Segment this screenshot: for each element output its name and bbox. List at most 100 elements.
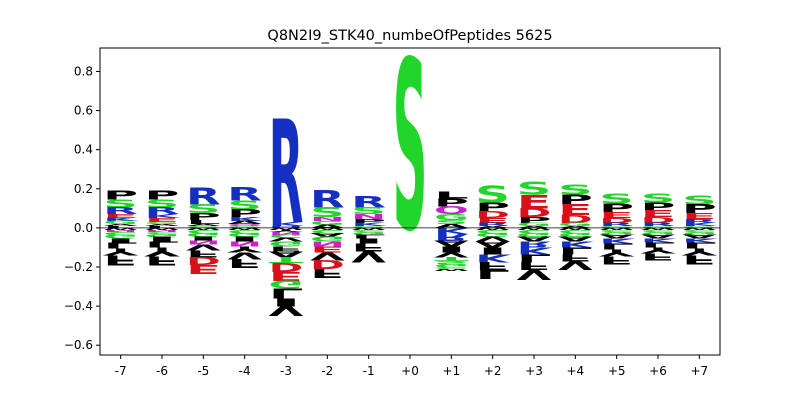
logo-letter-k: K: [434, 226, 471, 235]
x-tick-label: -5: [197, 364, 209, 378]
logo-letter-s: S: [475, 182, 510, 209]
logo-letter-glyph: V: [269, 303, 304, 319]
logo-letter-glyph: I: [269, 296, 304, 308]
logo-letter-glyph: N: [145, 229, 180, 232]
logo-letter-n: N: [186, 239, 221, 245]
logo-letter-r: R: [186, 184, 221, 211]
logo-letter-glyph: E: [145, 217, 180, 223]
logo-letter-glyph: W: [599, 227, 634, 230]
logo-letter-glyph: G: [682, 231, 717, 236]
logo-letter-g: G: [145, 233, 180, 238]
logo-letter-glyph: L: [475, 267, 510, 281]
x-tick-label: -7: [115, 364, 127, 378]
logo-letter-glyph: W: [475, 227, 510, 230]
logo-letter-l: L: [351, 233, 386, 239]
logo-letter-a: A: [682, 233, 718, 239]
logo-letter-r: R: [310, 186, 345, 214]
logo-letter-s: S: [351, 206, 386, 217]
logo-letter-glyph: S: [641, 191, 676, 205]
logo-letter-glyph: S: [558, 182, 593, 198]
logo-letter-glyph: F: [269, 245, 304, 253]
logo-letter-p: P: [641, 201, 676, 213]
logo-letter-g: G: [103, 220, 138, 225]
logo-letter-glyph: L: [145, 240, 180, 249]
logo-letter-glyph: F: [186, 248, 221, 259]
logo-letter-a: A: [310, 224, 346, 229]
logo-letter-glyph: I: [434, 245, 469, 254]
logo-letter-glyph: L: [351, 233, 386, 239]
logo-letter-glyph: G: [641, 231, 676, 236]
logo-letter-glyph: G: [434, 263, 469, 268]
logo-letter-f: F: [641, 251, 676, 262]
logo-letter-glyph: G: [682, 225, 717, 228]
logo-letter-glyph: F: [641, 251, 676, 262]
logo-letter-v: V: [186, 242, 221, 251]
logo-letter-p: P: [475, 200, 510, 214]
logo-letter-glyph: G: [103, 233, 138, 239]
logo-letter-a: A: [186, 224, 221, 227]
logo-letter-v: V: [475, 235, 510, 243]
logo-letter-k: K: [641, 237, 678, 243]
logo-letter-glyph: V: [351, 248, 387, 265]
logo-letter-k: K: [558, 240, 595, 249]
logo-letter-i: I: [145, 235, 180, 243]
y-axis: −0.6 −0.4 −0.2 0.0 0.2 0.4 0.6 0.8: [64, 64, 100, 352]
logo-letter-glyph: C: [434, 266, 469, 269]
logo-letter-glyph: S: [145, 198, 180, 210]
logo-letter-f: F: [517, 259, 552, 271]
logo-letter-glyph: F: [227, 256, 262, 270]
logo-letter-glyph: F: [103, 252, 138, 268]
logo-letter-e: E: [641, 209, 676, 220]
logo-letter-glyph: C: [310, 229, 345, 234]
logo-letter-g: G: [269, 278, 304, 290]
logo-letter-h: H: [269, 225, 304, 228]
logo-letter-v: V: [227, 250, 262, 261]
logo-letter-glyph: D: [269, 260, 304, 274]
logo-letter-glyph: W: [351, 227, 386, 230]
logo-letter-glyph: S: [682, 193, 717, 207]
logo-letter-n: N: [145, 229, 180, 232]
logo-letter-glyph: A: [310, 224, 346, 229]
logo-letter-w: W: [434, 268, 469, 271]
logo-letter-glyph: A: [227, 220, 263, 225]
logo-letter-s: S: [599, 191, 634, 207]
logo-letter-c: C: [517, 229, 552, 234]
logo-letter-glyph: Y: [226, 244, 264, 253]
logo-letter-glyph: W: [227, 227, 262, 230]
logo-letter-i: I: [475, 245, 510, 256]
logo-letter-glyph: E: [310, 244, 345, 253]
logo-letter-p: P: [682, 202, 717, 216]
logo-letter-c: C: [269, 234, 304, 239]
logo-letter-a: A: [310, 231, 346, 237]
y-tick-label: −0.4: [64, 299, 93, 313]
logo-letter-glyph: Y: [681, 246, 719, 257]
logo-letter-k: K: [517, 245, 553, 256]
logo-letter-w: W: [682, 227, 717, 230]
logo-letter-f: F: [475, 259, 510, 271]
logo-letter-glyph: F: [558, 252, 593, 263]
logo-letter-l: L: [103, 225, 138, 228]
x-tick-label: -4: [239, 364, 251, 378]
logo-letter-glyph: V: [517, 267, 552, 283]
logo-letter-c: C: [641, 229, 676, 232]
logo-letter-l: L: [145, 225, 180, 228]
logo-letter-s: S: [641, 191, 676, 205]
logo-letter-glyph: C: [682, 229, 717, 232]
logo-letter-glyph: C: [641, 229, 676, 232]
logo-letter-s: S: [103, 198, 138, 210]
y-tick-label: −0.2: [64, 260, 93, 274]
logo-letter-f: F: [351, 241, 386, 253]
logo-letter-glyph: K: [641, 237, 678, 243]
logo-letter-w: W: [475, 227, 510, 230]
x-tick-label: -3: [280, 364, 292, 378]
x-tick-label: +0: [401, 364, 419, 378]
logo-letter-v: V: [558, 258, 593, 272]
logo-letter-glyph: G: [310, 220, 345, 226]
logo-letter-glyph: W: [434, 268, 469, 271]
logo-letter-g: G: [227, 231, 262, 237]
logo-letter-p: P: [227, 208, 262, 220]
logo-letter-s: S: [682, 193, 717, 207]
logo-letter-n: N: [227, 240, 262, 248]
logo-letter-glyph: K: [558, 240, 595, 249]
logo-letter-k: K: [145, 213, 182, 219]
